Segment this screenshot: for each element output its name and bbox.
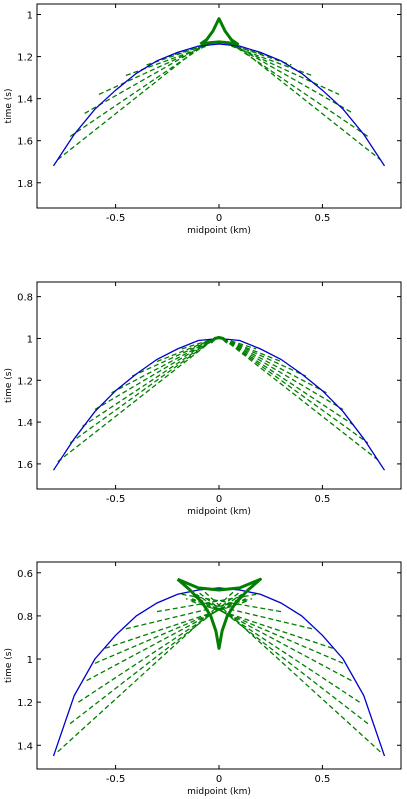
x-axis-label: midpoint (km) — [187, 507, 251, 517]
y-axis-label: time (s) — [4, 368, 14, 403]
x-tick-label: -0.5 — [106, 213, 126, 224]
ray-line — [69, 47, 201, 138]
ray-line — [222, 337, 356, 427]
y-tick-label: 1.6 — [17, 460, 33, 471]
plot-area — [52, 335, 386, 471]
ray-line — [222, 337, 257, 350]
y-tick-label: 0.6 — [17, 569, 33, 580]
ray-line — [222, 337, 344, 411]
ray-line — [104, 600, 249, 649]
ray-line — [189, 600, 334, 649]
y-tick-label: 1 — [27, 655, 33, 666]
plot-frame — [36, 281, 402, 490]
plot-area — [52, 17, 386, 167]
y-tick-label: 1 — [27, 334, 33, 345]
ray-line — [69, 337, 216, 444]
ray-line — [131, 337, 216, 377]
ray-line — [239, 47, 381, 161]
ray-line — [84, 45, 203, 114]
x-tick-label: -0.5 — [106, 494, 126, 505]
ray-line — [202, 589, 381, 753]
ray-line — [222, 337, 307, 377]
ray-line — [222, 337, 381, 463]
ray-line — [231, 45, 313, 77]
y-axis-label: time (s) — [4, 89, 14, 124]
chart-panel-2: -0.5 0 0.5 0.8 1 1.2 1.4 1.6 midpoint (km) time (… — [4, 281, 402, 517]
ray-line — [82, 337, 216, 427]
chart-panel-3: -0.5 0 0.5 0.6 0.8 1 1.2 1.4 midpoint (km) time (… — [4, 561, 402, 797]
ray-line — [98, 45, 205, 95]
y-tick-label: 1 — [27, 11, 33, 22]
y-tick-label: 1.4 — [17, 418, 33, 429]
x-axis-label: midpoint (km) — [187, 226, 251, 236]
ray-line — [57, 337, 216, 463]
y-tick-label: 1.4 — [17, 741, 33, 752]
ray-line — [185, 598, 313, 630]
ray-line — [222, 337, 282, 363]
x-tick-label: 0 — [216, 213, 222, 224]
y-tick-label: 1.8 — [17, 179, 33, 190]
envelope-curve — [52, 587, 386, 757]
ray-line — [193, 595, 352, 682]
caustic-curve — [176, 577, 262, 650]
caustic-curve — [209, 335, 229, 344]
ray-line — [125, 45, 207, 77]
x-tick-label: 0.5 — [314, 494, 330, 505]
ray-line — [94, 337, 216, 411]
caustic-curve — [199, 17, 240, 46]
y-axis-label: time (s) — [4, 648, 14, 683]
x-axis-label: midpoint (km) — [187, 787, 251, 797]
envelope-curve — [52, 43, 386, 167]
ray-line — [237, 47, 369, 138]
ray-line — [235, 45, 354, 114]
y-tick-label: 1.2 — [17, 376, 33, 387]
ray-line — [222, 337, 369, 444]
plot-area — [52, 577, 386, 757]
ray-line — [233, 45, 340, 95]
ray-line — [111, 337, 216, 394]
ray-line — [197, 591, 369, 725]
chart-panel-1: -0.5 0 0.5 1 1.2 1.4 1.6 1.8 midpoint (km) time (… — [4, 3, 402, 236]
ray-line — [57, 47, 199, 161]
x-tick-label: 0.5 — [314, 774, 330, 785]
x-tick-label: 0.5 — [314, 213, 330, 224]
y-tick-label: 0.8 — [17, 293, 33, 304]
ray-line — [181, 337, 216, 350]
y-tick-label: 1.6 — [17, 137, 33, 148]
x-tick-label: 0 — [216, 774, 222, 785]
ray-line — [57, 589, 236, 753]
y-tick-label: 1.2 — [17, 53, 33, 64]
x-tick-label: 0 — [216, 494, 222, 505]
ray-line — [156, 337, 216, 363]
plot-frame — [36, 3, 402, 209]
ray-line — [125, 598, 253, 630]
x-tick-label: -0.5 — [106, 774, 126, 785]
y-tick-label: 1.4 — [17, 95, 33, 106]
y-tick-label: 1.2 — [17, 698, 33, 709]
ray-line — [222, 337, 327, 394]
y-tick-label: 0.8 — [17, 612, 33, 623]
ray-line — [69, 591, 241, 725]
